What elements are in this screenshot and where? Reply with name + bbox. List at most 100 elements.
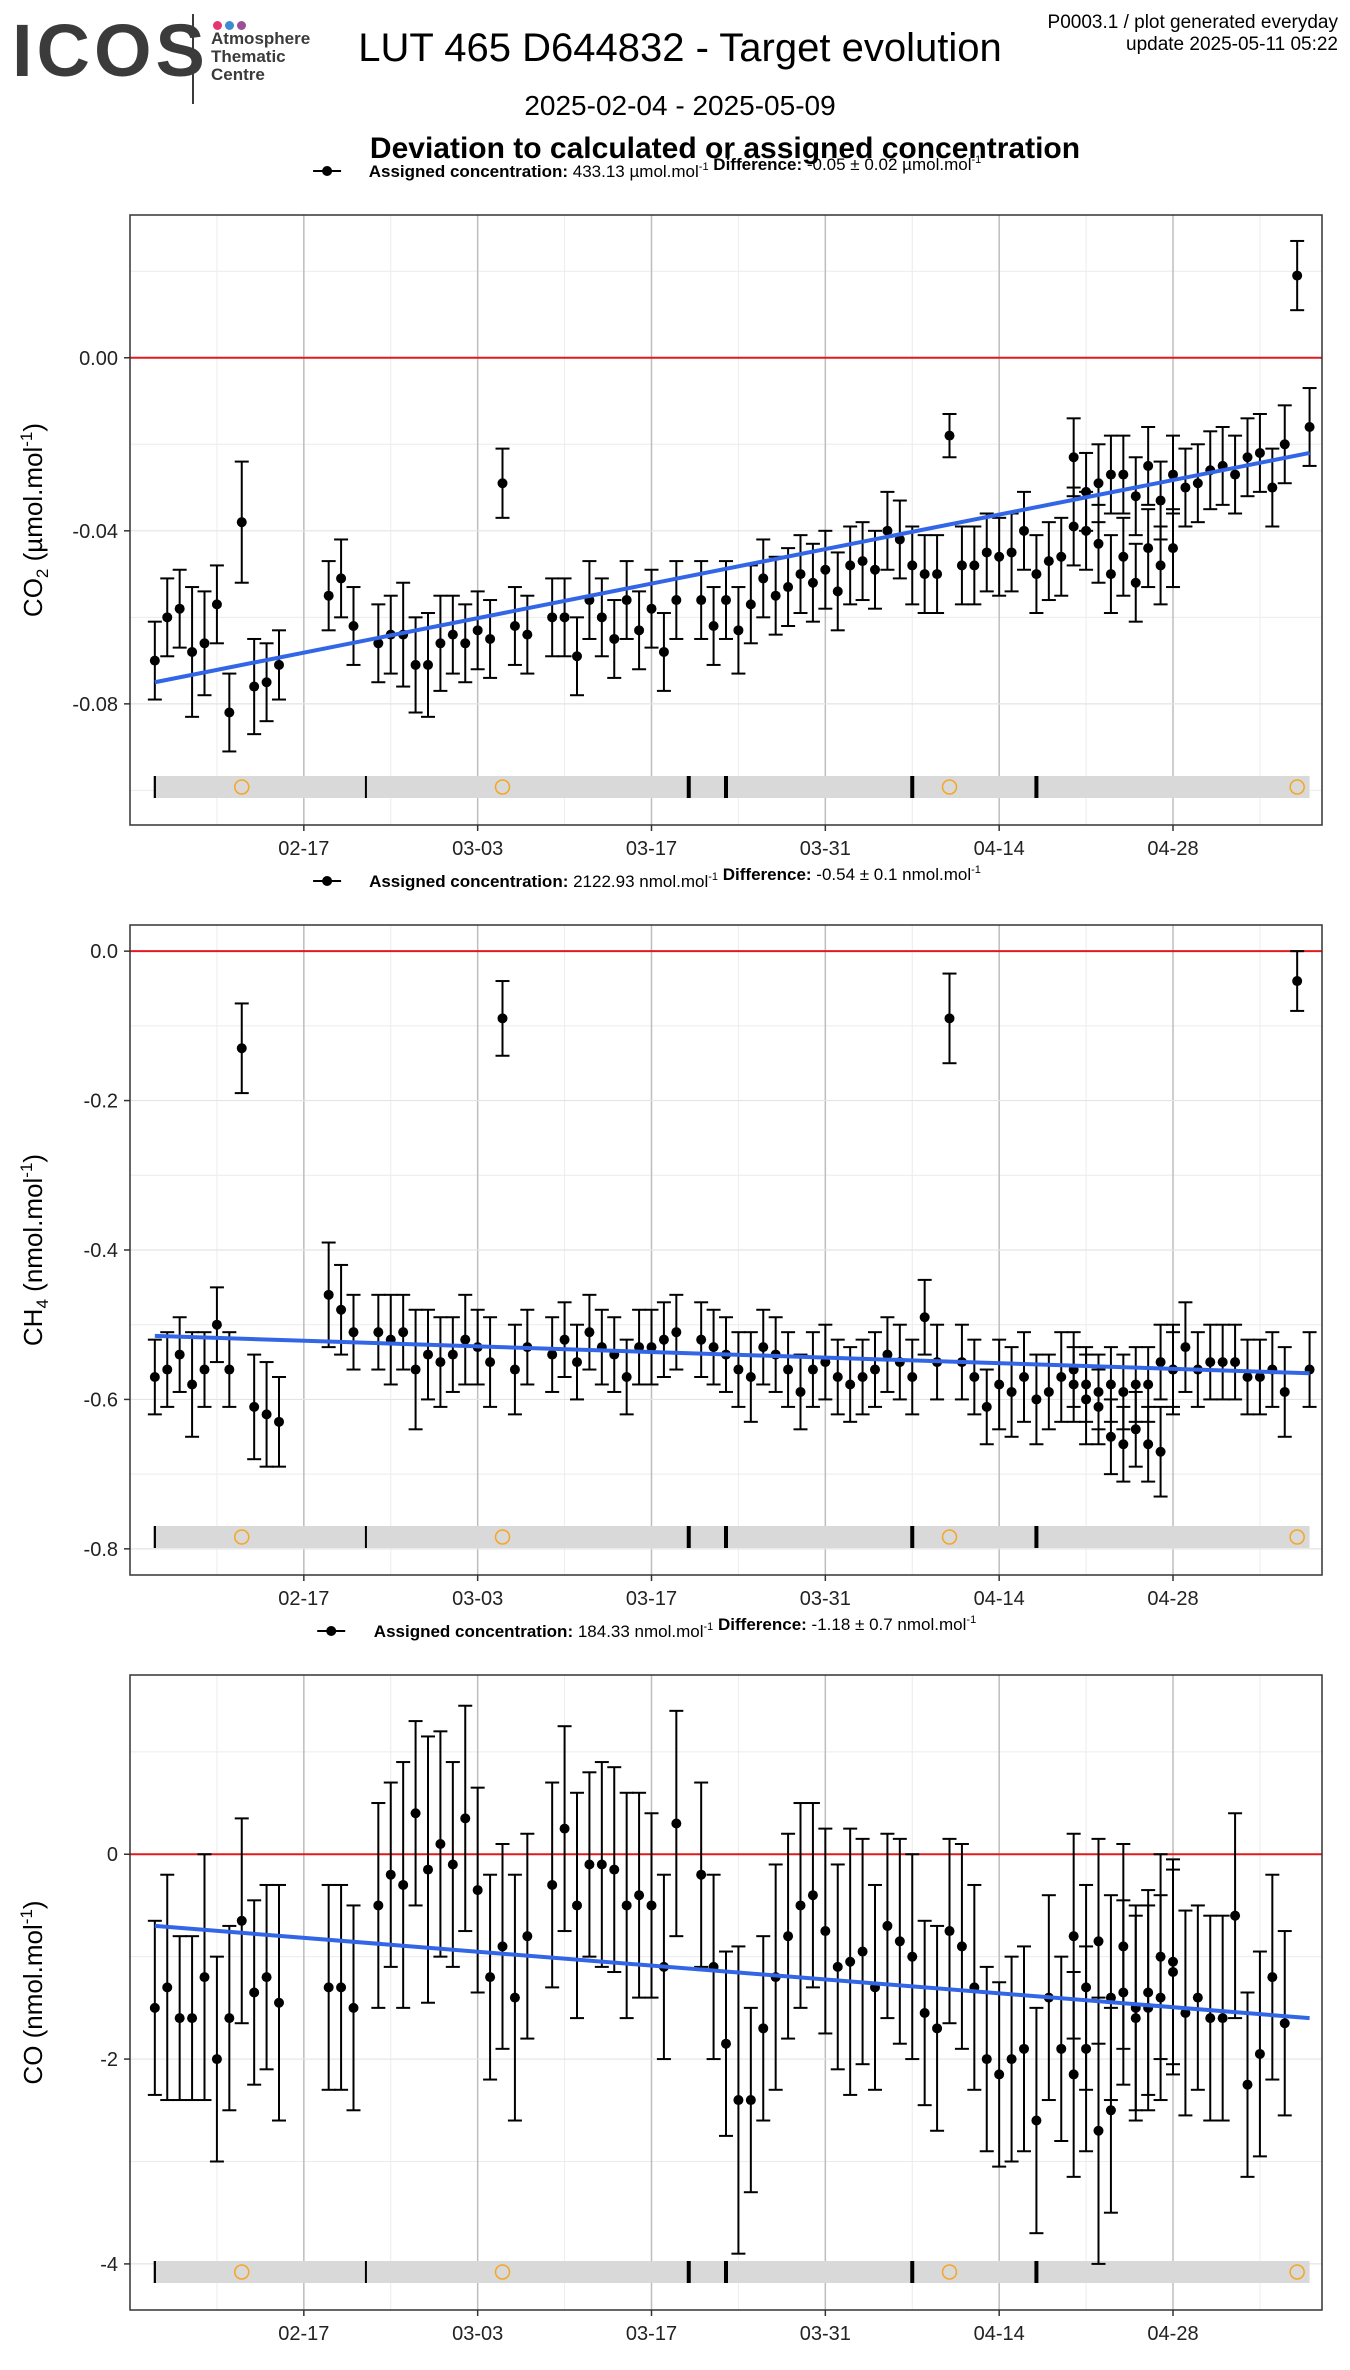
- y-tick-label: -0.6: [84, 1389, 118, 1411]
- data-point: [410, 659, 421, 670]
- legend-text: -0.54 ± 0.1 nmol.mol: [812, 865, 972, 884]
- data-point: [1304, 421, 1315, 432]
- legend-text: Difference:: [718, 865, 812, 884]
- data-point: [1143, 1439, 1154, 1450]
- data-point: [832, 586, 843, 597]
- data-point: [460, 1813, 471, 1824]
- status-strip: [154, 1526, 1310, 1548]
- data-point: [671, 1327, 682, 1338]
- data-point: [1105, 569, 1116, 580]
- legend-marker-point: [326, 1626, 337, 1636]
- y-tick-label: 0: [107, 1844, 118, 1866]
- y-tick-label: -2: [100, 2049, 118, 2071]
- y-tick-label: -0.04: [72, 521, 118, 543]
- data-point: [857, 1946, 868, 1957]
- data-point: [621, 1900, 632, 1911]
- x-tick-label: 04-28: [1147, 838, 1198, 860]
- page-title: LUT 465 D644832 - Target evolution: [358, 26, 1002, 70]
- data-point: [646, 1342, 657, 1353]
- data-point: [249, 1987, 260, 1998]
- data-point: [745, 2095, 756, 2106]
- data-point: [994, 1379, 1005, 1390]
- legend-marker-point: [322, 876, 333, 886]
- data-point: [261, 677, 272, 688]
- x-tick-label: 03-17: [626, 838, 677, 860]
- data-point: [1180, 482, 1191, 493]
- data-point: [435, 638, 446, 649]
- data-point: [671, 595, 682, 606]
- data-point: [981, 1401, 992, 1412]
- data-point: [274, 1997, 284, 2008]
- y-tick-label: -0.08: [72, 694, 118, 716]
- data-point: [1019, 1372, 1029, 1383]
- status-strip: [154, 2261, 1310, 2283]
- data-point: [745, 1372, 756, 1383]
- trend-line: [154, 1923, 1310, 2021]
- data-point: [807, 1890, 818, 1901]
- legend: Assigned concentration: 2122.93 nmol.mol…: [369, 864, 981, 891]
- data-point: [870, 564, 880, 575]
- data-point: [758, 2023, 769, 2034]
- data-point: [261, 1409, 272, 1420]
- data-point: [1130, 1379, 1141, 1390]
- x-tick-label: 03-03: [452, 838, 503, 860]
- data-point: [1068, 1931, 1079, 1942]
- y-tick-label: -0.2: [84, 1091, 118, 1113]
- data-point: [609, 633, 620, 644]
- data-point: [174, 1349, 185, 1360]
- legend-text: -1: [708, 871, 718, 883]
- data-point: [1081, 1982, 1092, 1993]
- data-point: [323, 1982, 334, 1993]
- data-point: [1105, 2105, 1116, 2116]
- data-point: [423, 1349, 433, 1360]
- data-point: [894, 1936, 905, 1947]
- data-point: [932, 2023, 943, 2034]
- data-point: [783, 1931, 794, 1942]
- data-point: [783, 1364, 794, 1375]
- x-tick-label: 04-14: [974, 2323, 1025, 2345]
- data-point: [1118, 551, 1129, 562]
- data-point: [1180, 1342, 1191, 1353]
- data-point: [1019, 525, 1029, 536]
- data-point: [162, 1982, 173, 1993]
- missing-marker: [234, 1529, 250, 1545]
- data-point: [721, 2038, 731, 2049]
- data-point: [1056, 551, 1067, 562]
- data-point: [398, 1879, 409, 1890]
- data-point: [696, 1869, 707, 1880]
- data-point: [1192, 1992, 1203, 2003]
- logo-dots-icon: [213, 17, 249, 35]
- data-point: [373, 1900, 384, 1911]
- data-point: [584, 1327, 595, 1338]
- data-point: [410, 1364, 421, 1375]
- legend-text: Assigned concentration:: [369, 872, 568, 891]
- data-point: [1254, 447, 1265, 458]
- data-point: [795, 1386, 806, 1397]
- missing-marker: [1289, 2264, 1305, 2280]
- data-point: [348, 620, 359, 631]
- legend-text: -1: [971, 864, 981, 876]
- update-info: P0003.1 / plot generated everyday update…: [1048, 12, 1338, 56]
- x-tick-label: 04-28: [1147, 2323, 1198, 2345]
- y-tick-label: 0.00: [79, 348, 118, 370]
- data-point: [1242, 2079, 1253, 2090]
- y-tick-label: 0.0: [90, 941, 118, 963]
- data-point: [1068, 521, 1079, 532]
- y-label-unit: (µmol.mol: [18, 447, 48, 569]
- data-point: [1093, 538, 1104, 549]
- data-point: [211, 2054, 222, 2065]
- data-point: [981, 2054, 992, 2065]
- data-point: [348, 2002, 359, 2013]
- y-label-end: ): [18, 1900, 48, 1909]
- data-point: [1081, 1379, 1092, 1390]
- data-point: [249, 681, 260, 692]
- trend-line: [154, 1333, 1310, 1376]
- data-point: [447, 1859, 458, 1870]
- data-point: [634, 1890, 645, 1901]
- data-point: [547, 612, 558, 623]
- data-point: [559, 1823, 570, 1834]
- data-point: [572, 1900, 582, 1911]
- data-point: [1093, 2125, 1104, 2136]
- data-point: [1242, 1372, 1253, 1383]
- y-label-unit: (nmol.mol: [18, 1178, 48, 1299]
